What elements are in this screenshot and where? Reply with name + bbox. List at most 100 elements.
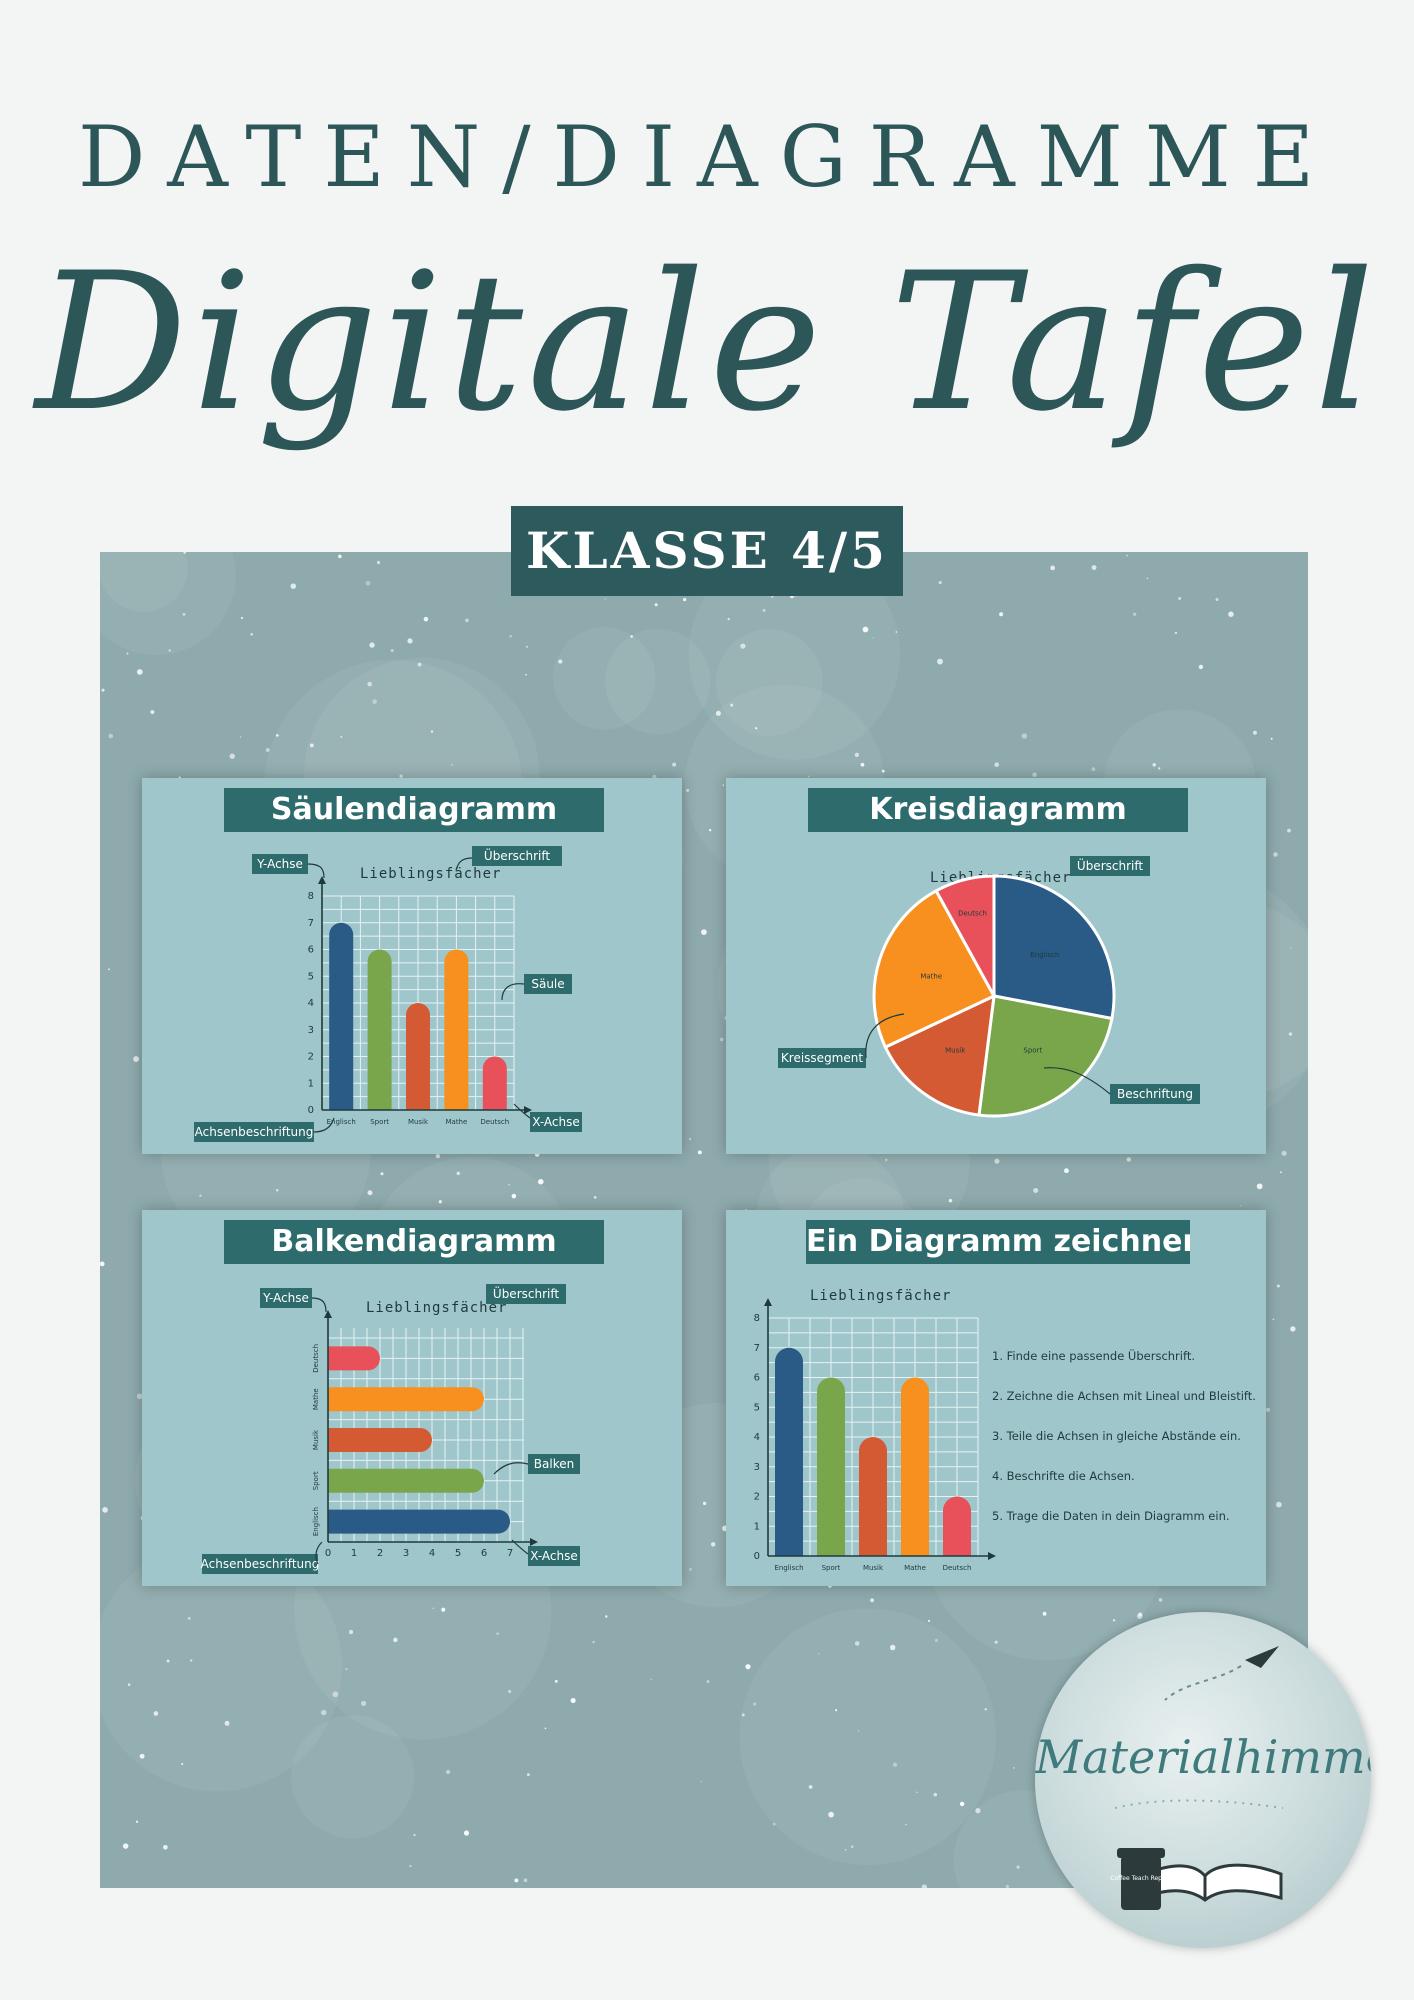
tag-balken: [528, 1454, 580, 1474]
sparkle-dot: [181, 1762, 184, 1765]
sparkle-dot: [240, 616, 244, 620]
x-axis-arrow: [988, 1552, 996, 1560]
logo-graphics: Coffee Teach Repeat: [1110, 1646, 1284, 1910]
sparkle-dot: [650, 1678, 652, 1681]
sparkle-dot: [892, 1762, 898, 1767]
coffee-cup-lid: [1117, 1848, 1165, 1858]
tag-achsenbeschriftung: [202, 1554, 318, 1574]
pie-label-mathe: Mathe: [920, 973, 942, 981]
sparkle-dot: [239, 736, 242, 738]
bar-englisch: [329, 922, 354, 1110]
sparkle-dot: [745, 1664, 751, 1670]
y-tick-label: 2: [308, 1052, 314, 1063]
tag-ueberschrift-label: Überschrift: [1077, 857, 1143, 873]
sparkle-dot: [630, 635, 633, 638]
sparkle-dot: [889, 1644, 896, 1651]
step-4: 4. Beschrifte die Achsen.: [992, 1469, 1135, 1483]
page-title-script: Digitale Tafel: [35, 232, 1379, 453]
tag-achsenbeschriftung-label: Achsenbeschriftung: [201, 1557, 320, 1571]
sparkle-dot: [435, 1153, 441, 1159]
sparkle-dot: [309, 743, 314, 748]
y-tick-label: 2: [754, 1492, 760, 1503]
sparkle-dot: [1198, 664, 1204, 670]
tag-x-achse-label: X-Achse: [532, 1115, 580, 1129]
sparkle-dot: [1064, 1168, 1069, 1174]
tick-label-mathe: Mathe: [312, 1388, 320, 1410]
sparkle-dot: [1287, 828, 1291, 833]
chart-bars: [775, 1347, 971, 1556]
sparkle-dot: [1042, 1611, 1047, 1616]
sparkle-dot: [1091, 565, 1097, 571]
sparkle-dot: [884, 1158, 888, 1162]
tick-label-mathe: Mathe: [445, 1118, 467, 1126]
chart-bars: [328, 1346, 510, 1534]
tick-label-sport: Sport: [822, 1564, 841, 1572]
y-tick-label: 1: [754, 1521, 760, 1532]
x-tick-label: 5: [455, 1548, 461, 1559]
sparkle-dot: [844, 1849, 847, 1851]
bar-sport: [367, 949, 392, 1110]
arrow: [501, 983, 525, 1001]
arrow: [307, 863, 325, 879]
column-chart: Lieblingsfächer Englisch Sport Musik Mathe D…: [194, 846, 582, 1142]
sparkle-dot: [525, 673, 527, 676]
sparkle-dot: [753, 1702, 757, 1706]
tag-achsenbeschriftung: [194, 1122, 314, 1142]
sparkle-dot: [101, 688, 105, 692]
sparkle-dot: [496, 1632, 499, 1635]
sparkle-dot: [275, 734, 279, 737]
bar-deutsch: [482, 1056, 507, 1110]
tick-label-mathe: Mathe: [904, 1564, 926, 1572]
tag-y-achse: [252, 854, 308, 874]
sparkle-dot: [1016, 1865, 1020, 1869]
sparkle-dot: [554, 1679, 558, 1683]
tick-label-deutsch: Deutsch: [312, 1344, 320, 1373]
sparkle-dot: [984, 1708, 987, 1711]
sparkle-dot: [250, 632, 254, 636]
sparkle-dot: [432, 1607, 434, 1610]
sparkle-dot: [1050, 565, 1056, 571]
bar-musik: [859, 1437, 887, 1556]
sparkle-dot: [710, 1542, 716, 1547]
tick-label-englisch: Englisch: [774, 1564, 803, 1572]
arrow: [865, 1013, 905, 1059]
sparkle-dot: [393, 1637, 398, 1643]
sparkle-dot: [345, 1667, 348, 1671]
sparkle-dot: [1132, 612, 1137, 616]
sparkle-dot: [686, 788, 690, 792]
sparkle-dot: [740, 643, 746, 649]
y-tick-label: 0: [308, 1105, 314, 1116]
bar-mathe: [444, 949, 469, 1110]
pie-slice-englisch: [992, 874, 1116, 1021]
plane-trail: [1164, 1665, 1242, 1701]
sparkle-dot: [1033, 1188, 1039, 1194]
sparkle-dot: [715, 710, 721, 716]
tag-x-achse: [530, 1112, 582, 1132]
sparkle-dot: [762, 608, 766, 613]
sparkle-dot: [1281, 1150, 1287, 1156]
pie-slices: Englisch Sport Musik Mathe Deutsch: [872, 874, 1116, 1118]
x-tick-label: 0: [325, 1548, 331, 1559]
sparkle-dot: [1126, 554, 1129, 557]
bar-deutsch: [943, 1496, 971, 1556]
sparkle-dot: [730, 703, 734, 707]
sparkle-dot: [369, 642, 375, 648]
sparkle-dot: [1276, 1284, 1280, 1288]
hbar-musik: [328, 1428, 432, 1452]
sparkle-dot: [1290, 1326, 1296, 1332]
step-5: 5. Trage die Daten in dein Diagramm ein.: [992, 1509, 1230, 1523]
sparkle-dot: [265, 748, 270, 752]
tick-label-englisch: Englisch: [327, 1118, 356, 1126]
dot-arc: [1114, 1799, 1284, 1809]
arrow: [1043, 1067, 1111, 1095]
sparkle-dot: [102, 1507, 108, 1513]
chart-title: Lieblingsfächer: [360, 866, 501, 882]
sparkle-dot: [372, 699, 378, 705]
pie-label-sport: Sport: [1023, 1046, 1042, 1054]
card-kreisdiagramm: Kreisdiagramm Lieblingsfächer EnglischSp…: [726, 778, 1266, 1154]
tick-label-englisch: Englisch: [312, 1507, 320, 1536]
sparkle-dot: [727, 617, 730, 621]
sparkle-cloud: [291, 1715, 415, 1839]
sparkle-dot: [511, 1193, 517, 1199]
sparkle-dot: [683, 597, 687, 602]
